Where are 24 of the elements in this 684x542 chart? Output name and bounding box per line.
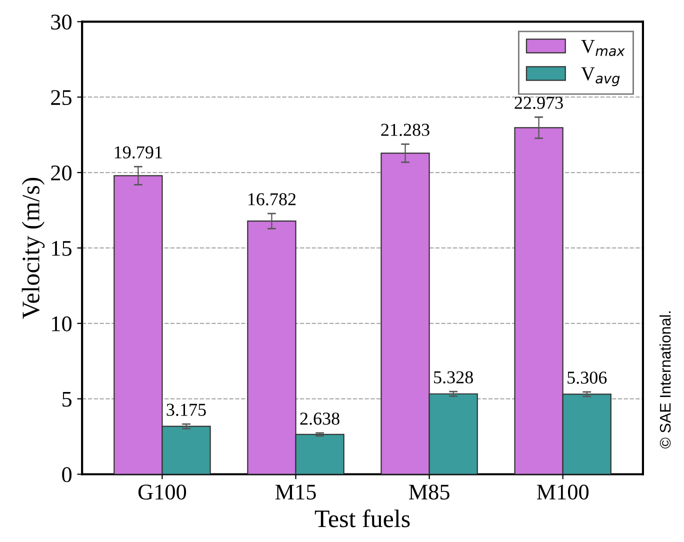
y-tick-label: 30 bbox=[51, 14, 72, 30]
y-tick-label: 20 bbox=[51, 165, 72, 180]
x-tick-label: M15 bbox=[275, 484, 316, 500]
data-label: 3.175 bbox=[166, 404, 206, 416]
x-tick-label: M85 bbox=[408, 484, 450, 500]
data-label: 16.782 bbox=[248, 193, 296, 206]
y-axis-title: Velocity (m/s) bbox=[22, 178, 45, 319]
data-label: 21.283 bbox=[381, 124, 430, 136]
y-tick-label: 10 bbox=[52, 316, 72, 332]
y-tick-label: 5 bbox=[62, 392, 72, 407]
x-tick-label: M100 bbox=[536, 484, 589, 500]
legend-label: V$_{avg}$ bbox=[581, 67, 620, 86]
data-label: 19.791 bbox=[114, 146, 162, 159]
y-tick-label: 25 bbox=[51, 90, 72, 106]
text: © SAE International. bbox=[660, 311, 671, 448]
data-label: 2.638 bbox=[300, 412, 340, 425]
y-tick-label: 15 bbox=[52, 241, 72, 256]
x-axis-title: Test fuels bbox=[314, 509, 410, 528]
legend-label: V$_{max}$ bbox=[581, 40, 625, 56]
data-label: 22.973 bbox=[514, 96, 563, 110]
x-tick-label: G100 bbox=[138, 484, 186, 500]
data-label: 5.306 bbox=[568, 372, 607, 384]
y-tick-label: 0 bbox=[62, 467, 72, 482]
data-label: 5.328 bbox=[434, 371, 473, 384]
